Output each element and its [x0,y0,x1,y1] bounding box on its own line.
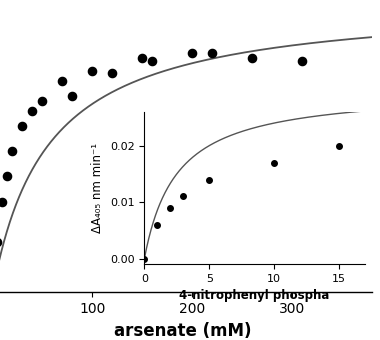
Point [109,70,116,76]
Point [4,174,10,179]
Point [0,199,5,204]
Point [19,123,25,129]
Point [40,98,46,104]
X-axis label: arsenate (mM): arsenate (mM) [114,322,251,340]
Point [149,58,155,63]
Point [29,108,35,114]
Point [59,78,65,84]
Point [249,55,255,61]
Point [10,149,16,154]
Point [89,68,95,73]
Point [209,50,215,56]
Point [299,58,306,63]
Point [189,50,195,56]
Point [139,55,146,61]
Point [70,93,76,99]
